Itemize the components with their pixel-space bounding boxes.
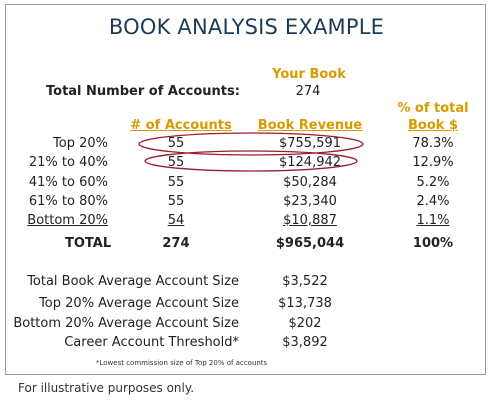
stat-label: Top 20% Average Account Size xyxy=(39,296,239,311)
stat-label: Total Book Average Account Size xyxy=(27,274,239,289)
row-label: Bottom 20% xyxy=(27,213,108,228)
row-pct: 1.1% xyxy=(416,213,450,228)
row-revenue: $10,887 xyxy=(283,213,337,228)
page-title: BOOK ANALYSIS EXAMPLE xyxy=(108,15,385,39)
pct-header-line1: % of total xyxy=(397,101,469,116)
stat-label: Bottom 20% Average Account Size xyxy=(13,316,239,331)
row-revenue: $755,591 xyxy=(278,136,342,151)
row-accounts: 55 xyxy=(167,155,185,170)
footnote: *Lowest commission size of Top 20% of ac… xyxy=(96,359,268,367)
stat-value: $3,522 xyxy=(282,274,328,289)
row-accounts: 55 xyxy=(167,194,185,209)
your-book-header: Your Book xyxy=(272,67,346,82)
total-accounts: 274 xyxy=(162,236,190,251)
total-accounts-value: 274 xyxy=(295,84,321,99)
accounts-column-header: # of Accounts xyxy=(130,118,232,133)
stat-value: $13,738 xyxy=(278,296,332,311)
row-revenue: $124,942 xyxy=(278,155,342,170)
total-label: TOTAL xyxy=(65,236,112,251)
total-pct: 100% xyxy=(412,236,454,251)
row-label: 61% to 80% xyxy=(28,194,108,209)
total-revenue: $965,044 xyxy=(275,236,345,251)
row-accounts: 54 xyxy=(167,213,185,228)
row-pct: 12.9% xyxy=(412,155,454,170)
row-pct: 2.4% xyxy=(416,194,450,209)
stat-value: $3,892 xyxy=(282,335,328,350)
stat-value: $202 xyxy=(288,316,322,331)
stat-label: Career Account Threshold* xyxy=(64,335,239,350)
pct-column-header: Book $ xyxy=(408,118,458,133)
caption: For illustrative purposes only. xyxy=(18,381,195,395)
row-revenue: $23,340 xyxy=(283,194,337,209)
row-label: Top 20% xyxy=(53,136,108,151)
row-pct: 78.3% xyxy=(412,136,454,151)
row-pct: 5.2% xyxy=(416,175,450,190)
row-accounts: 55 xyxy=(167,175,185,190)
analysis-panel: BOOK ANALYSIS EXAMPLE Your Book Total Nu… xyxy=(5,4,486,375)
row-accounts: 55 xyxy=(167,136,185,151)
row-label: 41% to 60% xyxy=(28,175,108,190)
total-accounts-label: Total Number of Accounts: xyxy=(46,84,240,99)
revenue-column-header: Book Revenue xyxy=(257,118,363,133)
row-label: 21% to 40% xyxy=(28,155,108,170)
row-revenue: $50,284 xyxy=(283,175,337,190)
